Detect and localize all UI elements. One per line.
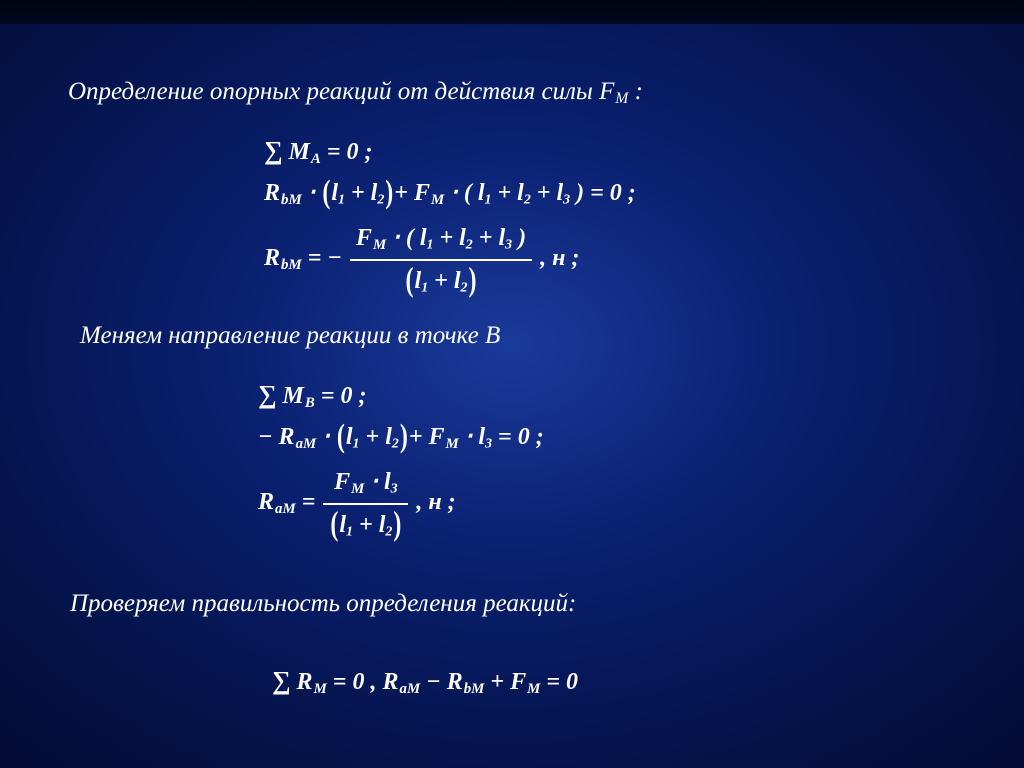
heading-2-text: Меняем направление реакции в точке В <box>80 322 500 349</box>
heading-1-text-b: : <box>628 78 643 105</box>
eqB-line2: − RaM ⋅ (l1 + l2)+ FM ⋅ l3 = 0 ; <box>258 418 544 457</box>
window-topbar <box>0 0 1024 24</box>
eqA-fraction: FM ⋅ ( l1 + l2 + l3 ) (l1 + l2) <box>350 219 532 300</box>
eqA-line3: RbM = − FM ⋅ ( l1 + l2 + l3 ) (l1 + l2) … <box>264 219 636 300</box>
eqC-line1: ∑ RM = 0 , RaM − RbM + FM = 0 <box>272 660 578 702</box>
heading-2: Меняем направление реакции в точке В <box>80 322 500 350</box>
heading-1-text-a: Определение опорных реакций от действия … <box>68 78 614 105</box>
heading-3-text: Проверяем правильность определения реакц… <box>70 590 576 617</box>
heading-1: Определение опорных реакций от действия … <box>68 78 643 108</box>
equation-block-b: ∑ MB = 0 ; − RaM ⋅ (l1 + l2)+ FM ⋅ l3 = … <box>258 374 544 546</box>
eqA-line1: ∑ MA = 0 ; <box>264 130 636 172</box>
eqB-fraction: FM ⋅ l3 (l1 + l2) <box>323 463 408 544</box>
heading-3: Проверяем правильность определения реакц… <box>70 590 576 618</box>
eqA-line2: RbM ⋅ (l1 + l2)+ FM ⋅ ( l1 + l2 + l3 ) =… <box>264 174 636 213</box>
equation-block-a: ∑ MA = 0 ; RbM ⋅ (l1 + l2)+ FM ⋅ ( l1 + … <box>264 130 636 302</box>
eqB-line3: RaM = FM ⋅ l3 (l1 + l2) , н ; <box>258 463 544 544</box>
heading-1-sub: М <box>614 90 628 107</box>
eqB-line1: ∑ MB = 0 ; <box>258 374 544 416</box>
equation-block-c: ∑ RM = 0 , RaM − RbM + FM = 0 <box>272 660 578 704</box>
